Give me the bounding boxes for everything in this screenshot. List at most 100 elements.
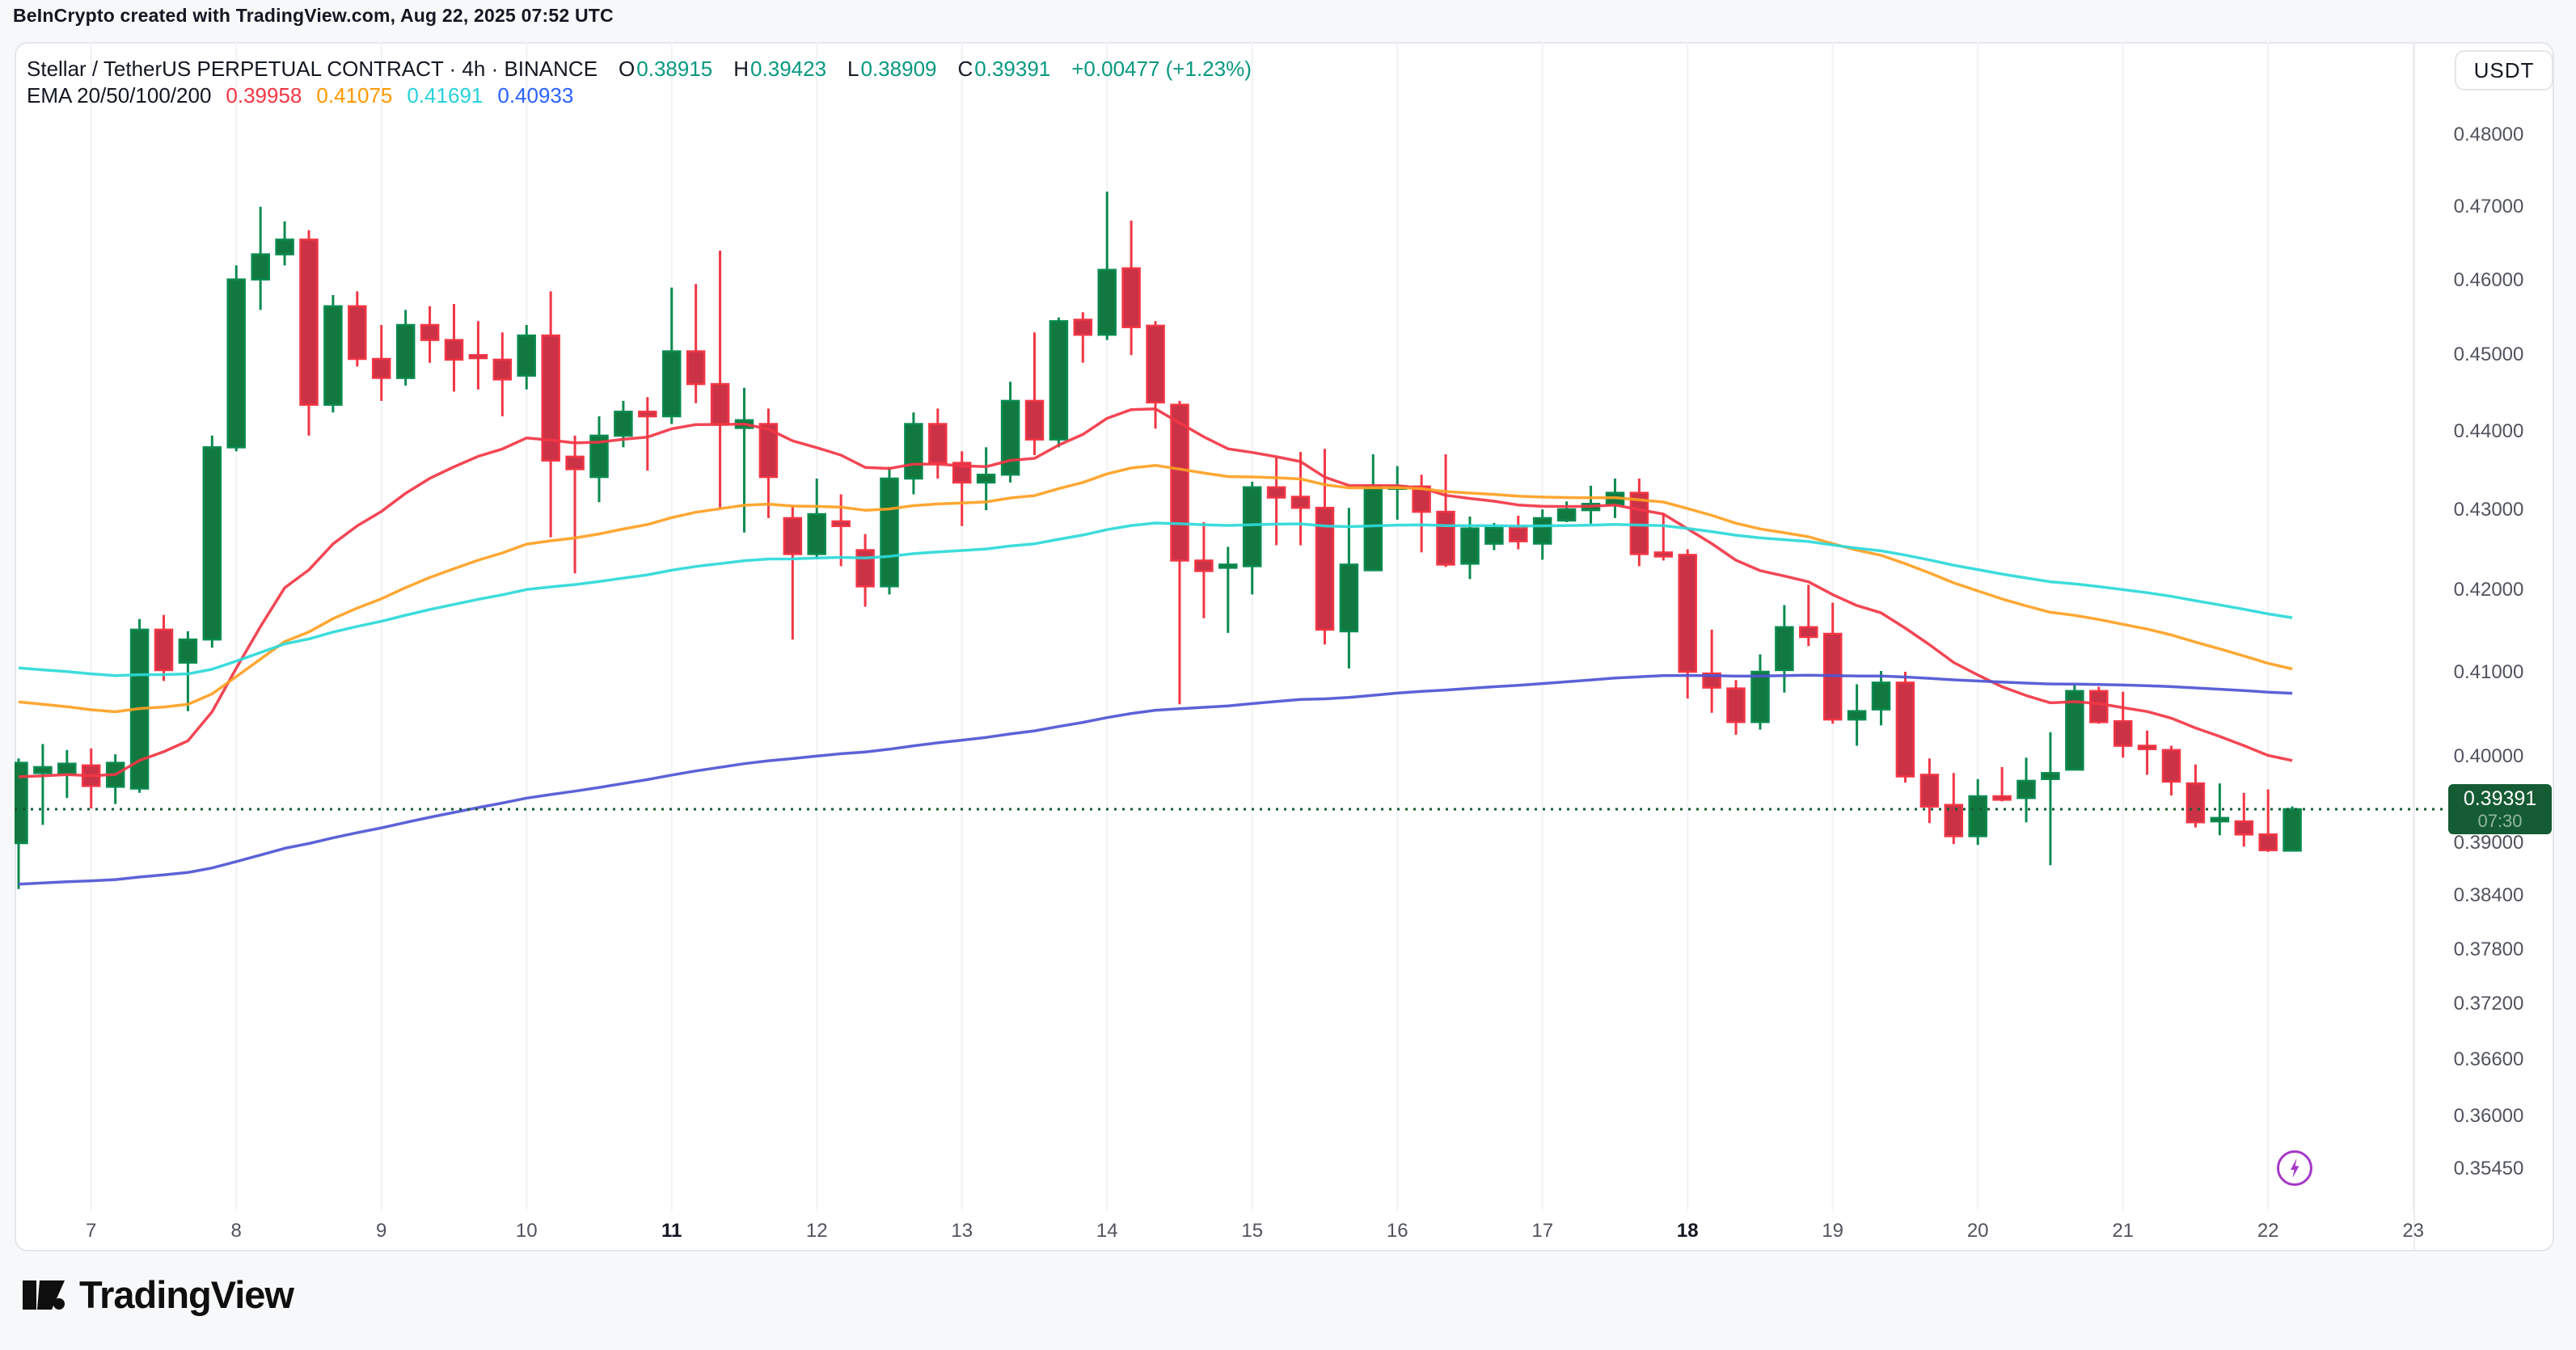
- candle: [2283, 806, 2302, 852]
- currency-toggle-button[interactable]: USDT: [2455, 50, 2553, 91]
- candle: [154, 614, 174, 681]
- candle: [420, 306, 440, 363]
- candle: [855, 534, 875, 607]
- candle: [1556, 501, 1577, 522]
- candle: [1315, 449, 1335, 645]
- candle: [807, 479, 826, 559]
- candle: [831, 494, 851, 567]
- candle: [1073, 312, 1093, 363]
- candle: [928, 408, 948, 479]
- candle: [880, 466, 899, 595]
- candle: [2185, 764, 2206, 828]
- candle: [1049, 317, 1069, 448]
- candle: [1509, 516, 1528, 550]
- candle: [1097, 192, 1117, 340]
- price-axis-label: 0.35450: [2453, 1157, 2524, 1179]
- price-axis-label: 0.40000: [2453, 745, 2524, 768]
- ema50-value: 0.41075: [316, 83, 393, 108]
- price-axis-label: 0.41000: [2453, 661, 2524, 684]
- ema50-line: [18, 463, 2293, 714]
- time-axis-label: 11: [661, 1220, 682, 1242]
- candle: [1847, 684, 1867, 746]
- price-axis-label: 0.43000: [2453, 499, 2524, 521]
- candle: [1339, 508, 1359, 669]
- candle: [1822, 602, 1843, 724]
- candle: [541, 291, 560, 538]
- candle: [323, 295, 343, 413]
- candle: [1266, 457, 1286, 546]
- price-axis-label: 0.44000: [2453, 420, 2524, 443]
- ema200-line: [18, 673, 2293, 886]
- bar-countdown: 07:30: [2477, 810, 2523, 831]
- time-axis-label: 21: [2112, 1220, 2135, 1242]
- candle: [1242, 481, 1262, 595]
- time-axis-label: 8: [230, 1220, 242, 1242]
- price-axis-label: 0.48000: [2453, 124, 2524, 146]
- candle: [1944, 773, 1964, 845]
- candle: [226, 265, 246, 452]
- tradingview-logo-text: TradingView: [79, 1272, 294, 1316]
- candle: [33, 744, 53, 825]
- symbol-legend-row[interactable]: Stellar / TetherUS PERPETUAL CONTRACT · …: [27, 57, 1252, 82]
- candle: [952, 451, 972, 526]
- candle: [686, 284, 706, 403]
- candle: [758, 408, 779, 518]
- candle: [1775, 605, 1794, 693]
- candle: [1871, 671, 1891, 726]
- time-axis-label: 10: [515, 1220, 538, 1242]
- day-gridlines: [90, 42, 2413, 1211]
- candle: [1000, 382, 1020, 483]
- last-price-value: 0.39391: [2463, 787, 2537, 810]
- candle: [251, 206, 270, 310]
- candle: [275, 221, 294, 266]
- attribution-text: BeInCrypto created with TradingView.com,…: [13, 5, 614, 26]
- candle: [15, 758, 28, 889]
- candle: [371, 325, 391, 401]
- price-axis-label: 0.37200: [2453, 993, 2524, 1015]
- candles: [15, 192, 2302, 889]
- candle: [2113, 691, 2133, 758]
- candle: [2234, 792, 2254, 847]
- candle: [348, 291, 367, 367]
- candle: [1678, 549, 1697, 699]
- time-axis-label: 19: [1822, 1220, 1844, 1242]
- price-axis-separator: [2413, 44, 2415, 1250]
- candle: [129, 618, 150, 793]
- candle: [1146, 321, 1165, 429]
- candle: [1170, 400, 1189, 705]
- candle: [783, 505, 803, 640]
- candle: [2065, 685, 2084, 771]
- price-axis-label: 0.37800: [2453, 938, 2524, 960]
- candle: [2210, 783, 2230, 836]
- boost-button[interactable]: [2275, 1149, 2314, 1188]
- price-axis-label: 0.36600: [2453, 1048, 2524, 1070]
- price-axis-label: 0.47000: [2453, 195, 2524, 217]
- time-axis-label: 17: [1531, 1220, 1554, 1242]
- ema-legend-label: EMA 20/50/100/200: [27, 83, 212, 108]
- candle: [444, 304, 464, 392]
- tradingview-logo[interactable]: TradingView: [21, 1271, 294, 1318]
- ema-legend-row[interactable]: EMA 20/50/100/200 0.39958 0.41075 0.4169…: [27, 83, 573, 108]
- candle: [517, 325, 536, 390]
- time-axis-label: 22: [2257, 1220, 2279, 1242]
- candle: [2016, 757, 2036, 823]
- candle: [2089, 686, 2109, 724]
- candle: [1629, 479, 1649, 567]
- candle: [661, 287, 682, 424]
- open-value: O 0.38915: [619, 57, 713, 81]
- price-axis-label: 0.39000: [2453, 832, 2524, 854]
- ema20-value: 0.39958: [226, 83, 302, 108]
- time-axis-label: 23: [2402, 1220, 2425, 1242]
- candle: [2161, 745, 2181, 795]
- candle: [2137, 730, 2157, 775]
- ema100-line: [18, 521, 2293, 677]
- price-axis-label: 0.42000: [2453, 579, 2524, 601]
- candle: [1121, 220, 1141, 356]
- candle: [1653, 514, 1674, 561]
- time-axis-label: 7: [86, 1220, 97, 1242]
- candle: [2041, 732, 2060, 866]
- time-axis-label: 16: [1386, 1220, 1408, 1242]
- candle: [1363, 454, 1383, 572]
